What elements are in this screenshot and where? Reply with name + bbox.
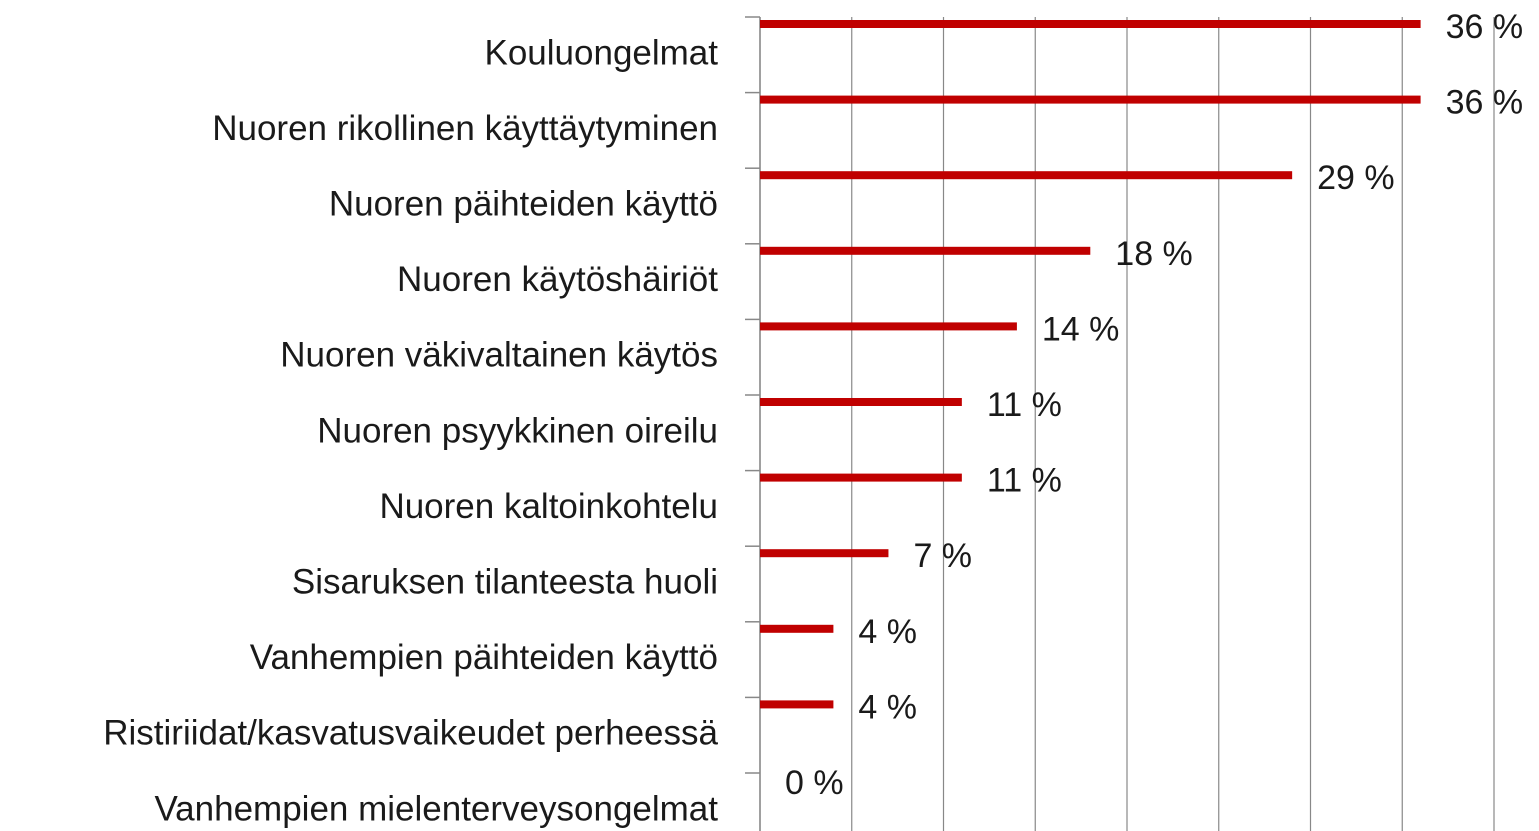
category-label: Nuoren väkivaltainen käytös	[280, 336, 718, 375]
bar	[760, 246, 1091, 255]
category-label: Nuoren kaltoinkohtelu	[379, 487, 718, 526]
category-label: Nuoren käytöshäiriöt	[397, 260, 718, 299]
value-label: 36 %	[1446, 84, 1524, 122]
value-label: 7 %	[913, 537, 972, 575]
value-label: 29 %	[1317, 159, 1395, 197]
bar	[760, 171, 1293, 180]
bar	[760, 95, 1421, 104]
category-label: Nuoren rikollinen käyttäytyminen	[212, 109, 718, 148]
value-label: 11 %	[987, 462, 1062, 500]
category-label: Nuoren päihteiden käyttö	[329, 184, 718, 223]
category-label: Kouluongelmat	[485, 33, 719, 72]
bar	[760, 322, 1017, 331]
value-label: 18 %	[1115, 235, 1193, 273]
bar	[760, 20, 1421, 28]
value-label: 11 %	[987, 386, 1062, 424]
bar	[760, 473, 962, 482]
value-label: 4 %	[858, 688, 917, 726]
bar	[760, 700, 834, 709]
value-label: 36 %	[1446, 8, 1524, 46]
bar	[760, 624, 834, 633]
category-label: Nuoren psyykkinen oireilu	[317, 411, 718, 450]
value-label: 14 %	[1042, 310, 1120, 348]
bar	[760, 549, 889, 558]
bar	[760, 398, 962, 406]
value-label: 4 %	[858, 613, 917, 651]
category-label: Vanhempien päihteiden käyttö	[250, 638, 718, 677]
category-label: Vanhempien mielenterveysongelmat	[154, 789, 718, 828]
category-label: Ristiriidat/kasvatusvaikeudet perheessä	[103, 714, 718, 753]
value-label: 0 %	[785, 764, 844, 802]
category-label: Sisaruksen tilanteesta huoli	[292, 562, 718, 601]
